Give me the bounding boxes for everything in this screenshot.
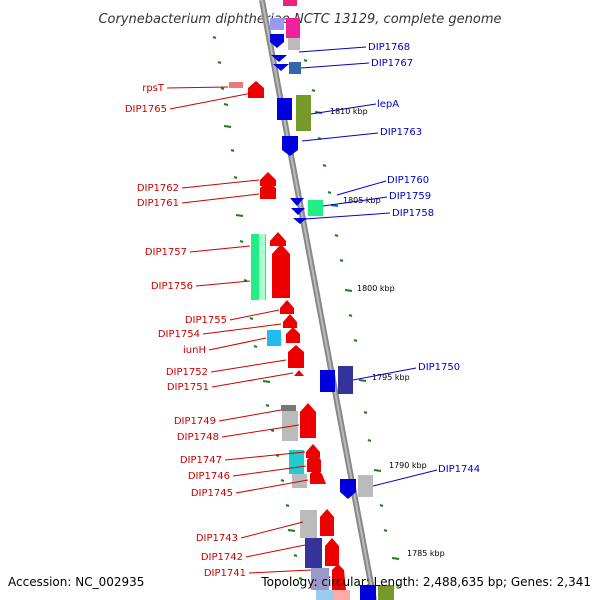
- gene-feature: [311, 568, 329, 590]
- gene-arrow: [280, 300, 294, 314]
- gene-feature: [338, 366, 353, 394]
- gene-feature: [277, 98, 292, 120]
- gene-label: DIP1744: [438, 464, 480, 475]
- gene-arrow: [340, 479, 356, 499]
- gene-arrow: [286, 327, 300, 343]
- gene-arrow: [320, 509, 334, 536]
- gene-label: DIP1765: [125, 104, 167, 115]
- gene-arrow: [325, 538, 339, 566]
- gene-feature: [270, 18, 284, 30]
- gene-feature: [267, 330, 281, 346]
- gene-label: DIP1748: [177, 432, 219, 443]
- gene-label: DIP1746: [188, 471, 230, 482]
- gene-label: DIP1742: [201, 552, 243, 563]
- gene-arrow: [291, 208, 305, 215]
- scale-label: 1790 kbp: [389, 461, 427, 470]
- gene-label: DIP1747: [180, 455, 222, 466]
- gene-label: DIP1768: [368, 42, 410, 53]
- gene-feature: [305, 538, 322, 568]
- gene-label: DIP1762: [137, 183, 179, 194]
- gene-arrow: [332, 564, 346, 590]
- gene-arrow: [248, 81, 264, 98]
- gene-feature: [289, 62, 301, 74]
- gene-feature: [229, 82, 243, 88]
- gene-label: DIP1767: [371, 58, 413, 69]
- gene-feature: [292, 474, 307, 488]
- gene-label: DIP1750: [418, 362, 460, 373]
- gene-feature: [283, 0, 297, 6]
- gene-feature: [308, 200, 323, 216]
- reverse-gene-labels: rpsT DIP1765 DIP1762 DIP1761 DIP1757 DIP…: [125, 83, 246, 579]
- gene-label: DIP1756: [151, 281, 193, 292]
- accession-text: Accession: NC_002935: [8, 575, 144, 589]
- gene-label: DIP1749: [174, 416, 216, 427]
- gene-label: DIP1754: [158, 329, 200, 340]
- gene-label: DIP1757: [145, 247, 187, 258]
- gene-arrow: [306, 444, 320, 458]
- scale-label: 1800 kbp: [357, 284, 395, 293]
- gene-arrow: [270, 232, 286, 246]
- gene-arrow: [271, 55, 287, 62]
- gene-arrow: [310, 468, 326, 484]
- gene-arrow: [273, 64, 289, 71]
- gene-arrow: [307, 452, 321, 472]
- gene-arrow: [282, 136, 298, 156]
- gene-label: lepA: [377, 99, 399, 110]
- forward-gene-labels: DIP1768 DIP1767 lepA DIP1763 DIP1760 DIP…: [368, 42, 480, 475]
- gene-feature: [358, 475, 373, 497]
- gene-feature: [259, 234, 265, 300]
- gene-label: DIP1752: [166, 367, 208, 378]
- gene-feature: [286, 18, 300, 38]
- gene-feature: [378, 585, 394, 600]
- gene-arrow: [283, 314, 297, 328]
- scale-label: 1785 kbp: [407, 549, 445, 558]
- gene-arrow: [270, 34, 284, 48]
- gene-label: DIP1741: [204, 568, 246, 579]
- gene-arrow: [300, 403, 316, 438]
- gene-arrow: [260, 181, 276, 199]
- gene-feature: [320, 370, 335, 392]
- gene-arrow: [272, 244, 290, 298]
- gene-feature: [300, 510, 317, 538]
- gene-feature: [288, 38, 300, 50]
- topology-summary: Topology: circular; Length: 2,488,635 bp…: [260, 575, 591, 589]
- gene-label: DIP1745: [191, 488, 233, 499]
- scale-label: 1810 kbp: [330, 107, 368, 116]
- gene-arrow: [294, 370, 304, 376]
- gene-label: rpsT: [142, 83, 165, 94]
- gene-label: DIP1755: [185, 315, 227, 326]
- gene-arrow: [288, 345, 304, 368]
- scale-label: 1795 kbp: [372, 373, 410, 382]
- gene-feature: [296, 95, 311, 131]
- gene-label: DIP1763: [380, 127, 422, 138]
- gene-label: DIP1758: [392, 208, 434, 219]
- gene-label: DIP1759: [389, 191, 431, 202]
- gene-label: DIP1760: [387, 175, 429, 186]
- genome-backbone: [259, 0, 377, 600]
- gene-label: iunH: [183, 345, 206, 356]
- gene-feature: [360, 585, 376, 600]
- gene-feature: [316, 590, 334, 600]
- reverse-strand-features: [229, 81, 350, 600]
- gene-label: DIP1743: [196, 533, 238, 544]
- forward-strand-features: [270, 0, 394, 600]
- gene-label: DIP1761: [137, 198, 179, 209]
- gene-arrow: [260, 172, 276, 186]
- gene-arrow: [293, 218, 307, 224]
- leader-lines-right: [298, 46, 438, 487]
- gene-label: DIP1751: [167, 382, 209, 393]
- gene-feature: [281, 405, 296, 411]
- gene-feature: [334, 590, 350, 600]
- gene-arrow: [290, 198, 304, 206]
- leader-lines-left: [166, 86, 312, 574]
